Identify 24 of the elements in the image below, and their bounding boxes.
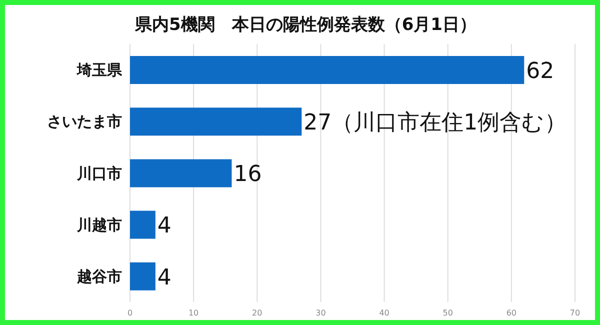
- data-label: 62: [526, 58, 554, 84]
- y-tick-label: さいたま市: [47, 112, 122, 131]
- bar: [130, 262, 156, 290]
- y-tick-label: 川口市: [76, 164, 122, 182]
- bar: [130, 159, 232, 188]
- x-tick-label: 0: [127, 308, 133, 318]
- y-tick-label: 川越市: [76, 216, 122, 234]
- bar: [130, 108, 302, 136]
- x-tick-label: 70: [570, 308, 580, 318]
- data-label: 4: [157, 265, 172, 290]
- data-label: 16: [234, 162, 262, 188]
- x-tick-label: 60: [506, 308, 517, 318]
- x-tick-label: 40: [379, 308, 390, 318]
- x-tick-label: 10: [188, 308, 199, 318]
- x-tick-label: 50: [442, 308, 453, 318]
- x-tick-label: 30: [316, 308, 326, 318]
- y-tick-label: 埼玉県: [76, 61, 123, 80]
- bar: [130, 210, 156, 239]
- data-label: 4: [157, 214, 172, 239]
- x-tick-label: 20: [252, 308, 262, 318]
- data-label: 27（川口市在住1例含む）: [304, 110, 567, 136]
- bar: [130, 56, 524, 84]
- chart-title: 県内5機関 本日の陽性例発表数（6月1日）: [135, 14, 476, 36]
- y-tick-label: 越谷市: [76, 268, 122, 286]
